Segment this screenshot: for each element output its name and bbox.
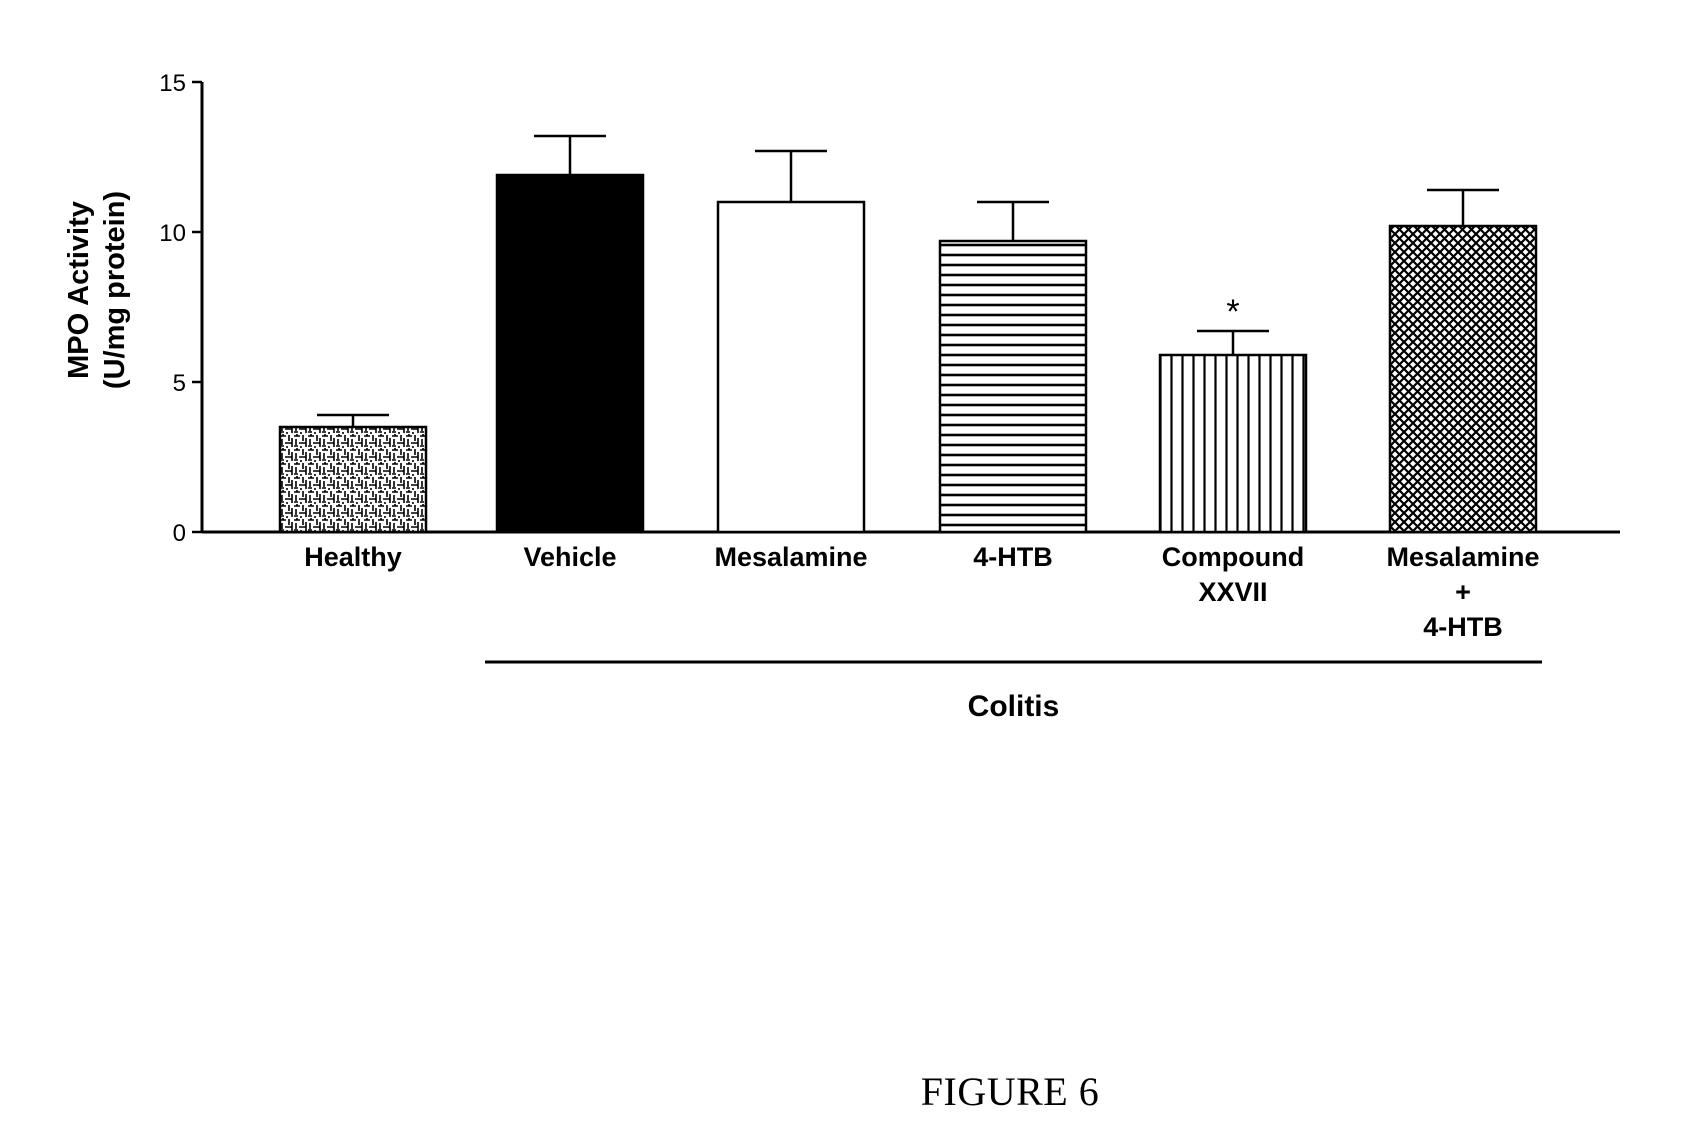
category-label: Mesalamine	[714, 542, 867, 572]
category-label: Compound	[1162, 542, 1304, 572]
category-label: +	[1455, 577, 1471, 607]
y-axis-label-line: MPO Activity	[63, 201, 95, 379]
group-label: Colitis	[968, 690, 1060, 723]
category-label: 4-HTB	[973, 542, 1053, 572]
y-tick-label: 15	[159, 70, 186, 97]
bar-2	[497, 175, 643, 532]
bar-1	[280, 427, 426, 532]
category-label: Vehicle	[523, 542, 616, 572]
y-axis-label-line: (U/mg protein)	[99, 191, 131, 389]
bar-4	[940, 241, 1086, 532]
category-label: Healthy	[304, 542, 402, 572]
figure-caption: FIGURE 6	[0, 1068, 1699, 1115]
y-tick-label: 5	[173, 370, 186, 397]
significance-marker: *	[1226, 293, 1239, 331]
category-label: XXVII	[1198, 577, 1267, 607]
y-tick-label: 0	[173, 520, 186, 547]
category-label: 4-HTB	[1423, 612, 1503, 642]
category-label: Mesalamine	[1386, 542, 1539, 572]
bar-5	[1160, 355, 1306, 532]
bar-6	[1390, 226, 1536, 532]
bar-3	[718, 202, 864, 532]
bars	[280, 136, 1536, 532]
y-tick-label: 10	[159, 220, 186, 247]
